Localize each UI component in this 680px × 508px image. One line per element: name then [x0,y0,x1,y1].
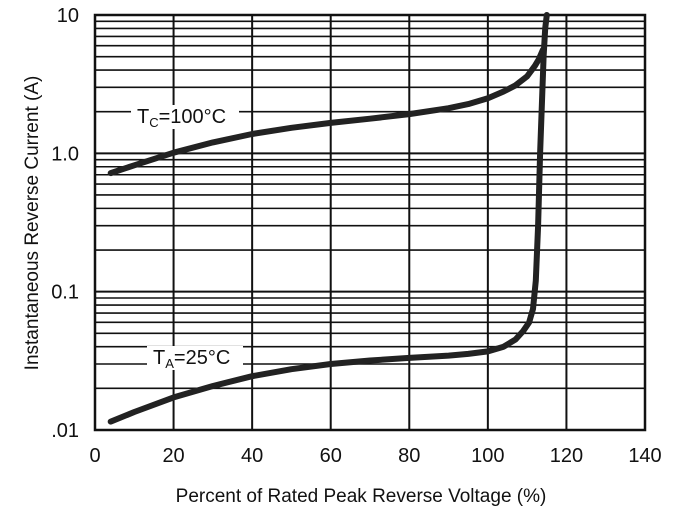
x-tick-label: 100 [471,445,504,467]
curve-label-text: TA=25°C [153,347,230,371]
grid [95,15,645,430]
plot-border [93,13,647,432]
label-background [147,346,243,370]
x-tick-label: 0 [89,445,100,467]
x-tick-label: 20 [162,445,184,467]
curve-label-text: TC=100°C [137,106,226,130]
x-tick-label: 60 [320,445,342,467]
y-tick-label: 0.1 [51,282,79,304]
series-line-tc-100c [107,46,546,177]
label-tc-100c: TC=100°C [131,105,239,130]
x-tick-label: 120 [550,445,583,467]
x-tick-label: 40 [241,445,263,467]
label-background [131,105,239,129]
y-axis-label: Instantaneous Reverse Current (A) [22,76,43,371]
plot-frame [93,13,647,432]
y-tick-label: .01 [51,420,79,442]
y-tick-label: 1.0 [51,143,79,165]
x-axis-label: Percent of Rated Peak Reverse Voltage (%… [176,486,547,507]
series-layer [107,12,550,425]
x-tick-label: 80 [398,445,420,467]
y-tick-label: 10 [57,5,79,27]
tick-labels: 0 20 40 60 80 100 120 140 .01 0.1 1.0 10 [51,5,662,467]
x-tick-label: 140 [628,445,661,467]
series-line-ta-25c [107,12,550,425]
label-ta-25c: TA=25°C [147,346,243,371]
curve-labels: TC=100°C TA=25°C [131,105,243,371]
